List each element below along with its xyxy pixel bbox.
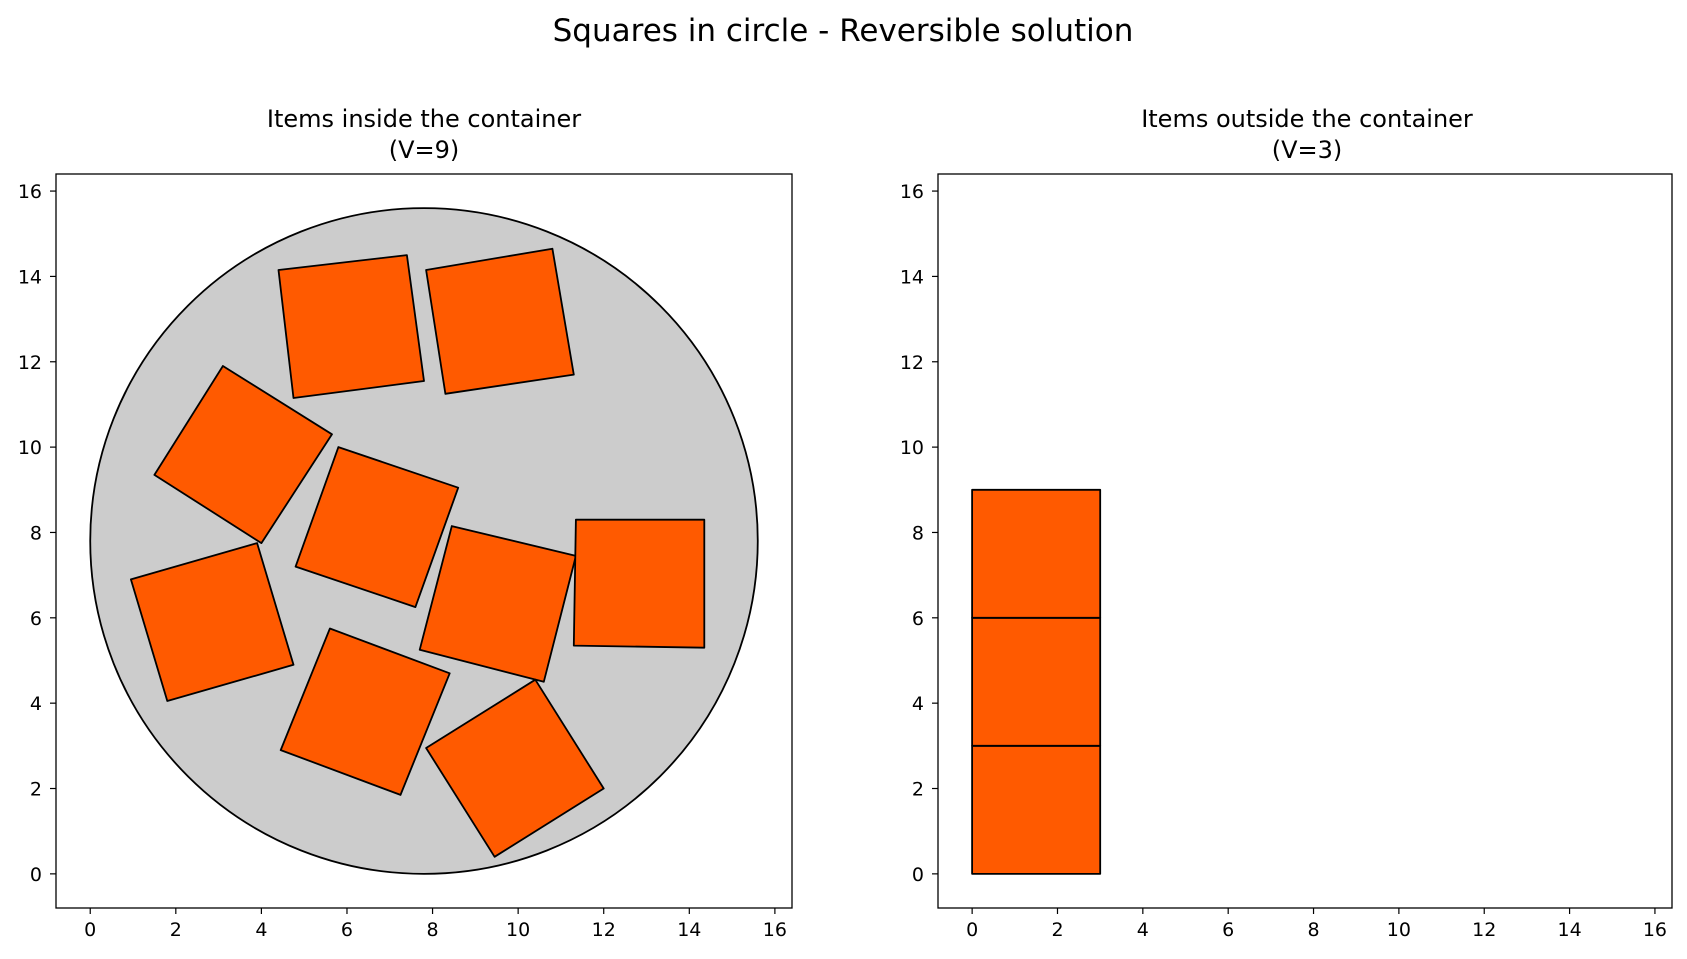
panel-inside: Items inside the container (V=9) 0 2 4 6 8 10… xyxy=(18,105,793,941)
y-tick-label: 4 xyxy=(30,693,42,715)
y-tick-label: 2 xyxy=(912,779,924,801)
x-tick-label: 12 xyxy=(1472,919,1496,941)
square-9 xyxy=(425,678,605,858)
square-1 xyxy=(277,254,425,399)
y-tick-label: 14 xyxy=(18,266,42,288)
axes-frame xyxy=(937,173,1673,909)
x-tick-label: 4 xyxy=(1137,919,1149,941)
y-tick-label: 6 xyxy=(912,608,924,630)
square-8 xyxy=(279,627,451,796)
plot-area-outside: 0 2 4 6 8 10 12 14 16 0 2 4 6 8 10 12 14 16 xyxy=(900,173,1673,941)
x-tick-label: 16 xyxy=(763,919,787,941)
square-5 xyxy=(129,542,295,702)
panel-outside: Items outside the container (V=3) 0 2 4 6 8 1… xyxy=(900,105,1673,941)
x-tick-label: 14 xyxy=(1557,919,1581,941)
x-tick-label: 10 xyxy=(506,919,530,941)
square-out-2 xyxy=(971,616,1102,747)
x-tick-label: 8 xyxy=(427,919,439,941)
panel-title-line1: Items inside the container xyxy=(267,105,581,133)
y-tick-label: 10 xyxy=(18,437,42,459)
y-tick-label: 8 xyxy=(30,522,42,544)
x-tick-label: 10 xyxy=(1387,919,1411,941)
square-7 xyxy=(572,518,706,649)
y-tick-label: 8 xyxy=(912,522,924,544)
figure-title: Squares in circle - Reversible solution xyxy=(553,13,1134,49)
plot-area-inside: 0 2 4 6 8 10 12 14 16 0 2 4 6 8 10 12 14 16 xyxy=(18,173,793,941)
y-tick-label: 12 xyxy=(18,352,42,374)
square-out-3 xyxy=(971,488,1102,619)
square-out-1 xyxy=(971,744,1102,875)
x-tick-label: 4 xyxy=(255,919,267,941)
square-2 xyxy=(425,247,575,395)
x-tick-label: 16 xyxy=(1643,919,1667,941)
y-tick-label: 2 xyxy=(30,779,42,801)
x-tick-label: 8 xyxy=(1307,919,1319,941)
x-tick-label: 2 xyxy=(1051,919,1063,941)
x-tick-label: 0 xyxy=(84,919,96,941)
y-tick-label: 16 xyxy=(18,181,42,203)
panel-title-line2: (V=9) xyxy=(389,136,460,164)
y-tick-label: 12 xyxy=(900,352,924,374)
square-3 xyxy=(153,365,333,544)
y-tick-label: 4 xyxy=(912,693,924,715)
y-tick-label: 10 xyxy=(900,437,924,459)
square-4 xyxy=(294,446,460,608)
panel-title-line2: (V=3) xyxy=(1272,136,1343,164)
x-tick-label: 0 xyxy=(966,919,978,941)
x-tick-label: 12 xyxy=(592,919,616,941)
y-tick-label: 0 xyxy=(30,864,42,886)
x-tick-label: 6 xyxy=(1222,919,1234,941)
axes-frame xyxy=(55,173,793,909)
y-tick-label: 0 xyxy=(912,864,924,886)
x-tick-label: 14 xyxy=(677,919,701,941)
y-tick-label: 14 xyxy=(900,266,924,288)
x-tick-label: 2 xyxy=(170,919,182,941)
y-tick-label: 6 xyxy=(30,608,42,630)
panel-title-line1: Items outside the container xyxy=(1141,105,1473,133)
square-6 xyxy=(418,525,577,683)
y-tick-label: 16 xyxy=(900,181,924,203)
x-tick-label: 6 xyxy=(341,919,353,941)
